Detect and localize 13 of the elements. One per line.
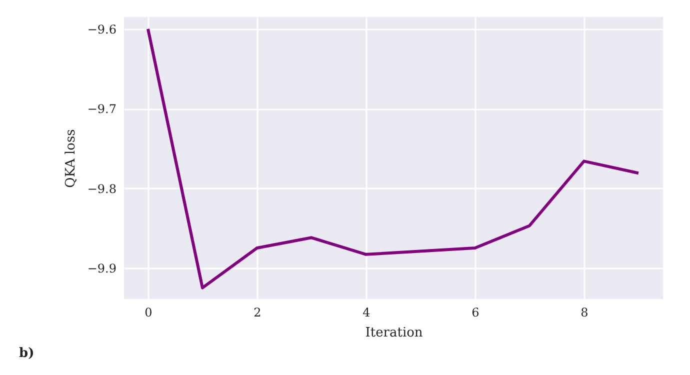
x-tick-label: 0 (144, 306, 152, 320)
y-tick-label: −9.6 (87, 22, 116, 36)
y-axis-title: QKA loss (63, 129, 78, 188)
x-axis-title: Iteration (365, 326, 424, 340)
text: b) (19, 346, 34, 361)
line-series (146, 27, 640, 290)
y-tick-label: −9.8 (87, 182, 116, 196)
x-tick-label: 6 (472, 306, 480, 320)
y-tick-label: −9.7 (87, 102, 116, 116)
y-tick-label: −9.9 (87, 261, 116, 276)
x-tick-label: 4 (362, 306, 371, 320)
x-tick-label: 8 (580, 306, 588, 320)
x-tick-label: 2 (254, 306, 262, 320)
